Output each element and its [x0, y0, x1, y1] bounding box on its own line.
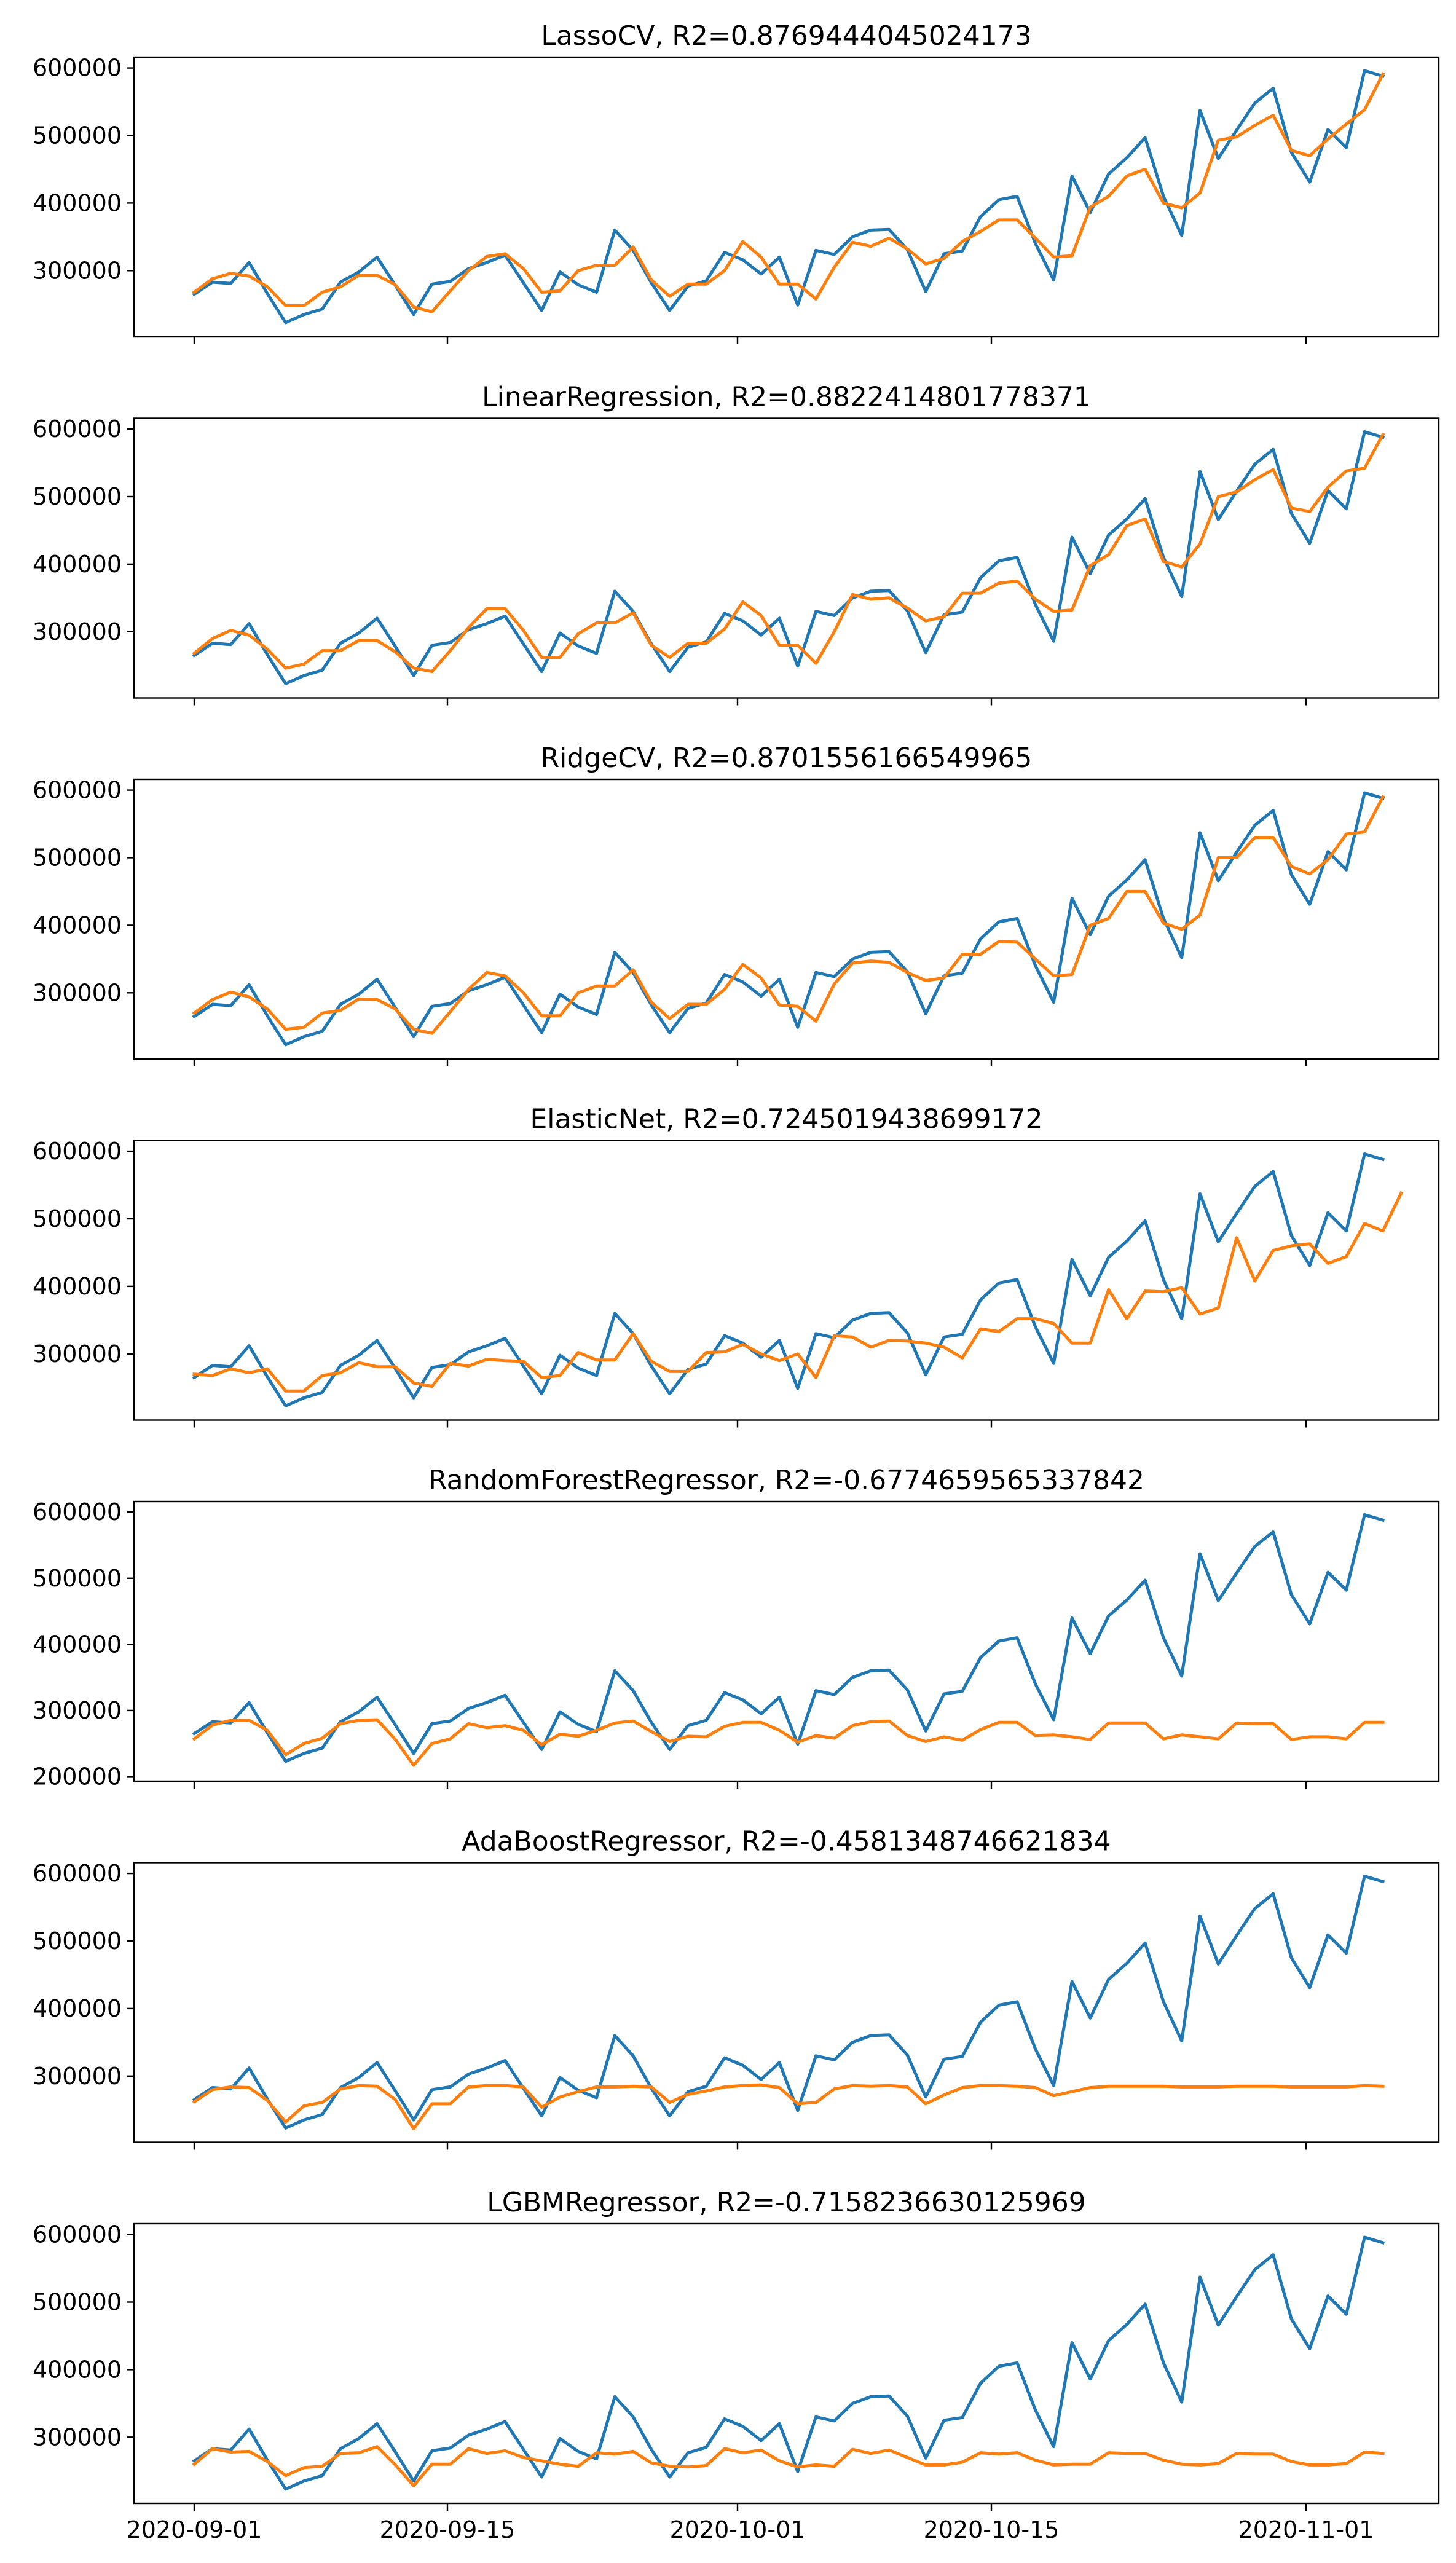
- x-tick-label: 2020-10-15: [924, 2516, 1060, 2543]
- panel-title: ElasticNet, R2=0.7245019438699172: [530, 1104, 1042, 1135]
- x-tick-label: 2020-09-01: [127, 2516, 262, 2543]
- y-tick-label: 500000: [33, 1927, 122, 1955]
- y-tick-label: 600000: [33, 1138, 122, 1165]
- panel-title: LassoCV, R2=0.8769444045024173: [541, 20, 1031, 52]
- y-tick-label: 500000: [33, 1565, 122, 1592]
- actual-series-line: [192, 791, 1385, 1047]
- y-tick-label: 400000: [33, 189, 122, 216]
- panel-5: RandomForestRegressor, R2=-0.67746595653…: [33, 1465, 1440, 1790]
- y-tick-label: 400000: [33, 1995, 122, 2022]
- x-tick-label: 2020-10-01: [670, 2516, 806, 2543]
- y-tick-label: 200000: [33, 1763, 122, 1790]
- panel-6: AdaBoostRegressor, R2=-0.458134874662183…: [33, 1826, 1440, 2150]
- axes-frame: [133, 417, 1440, 699]
- actual-series-line: [192, 1513, 1385, 1763]
- actual-series-line: [192, 69, 1385, 325]
- panel-title: RandomForestRegressor, R2=-0.67746595653…: [428, 1465, 1144, 1496]
- y-tick-label: 600000: [33, 1498, 122, 1526]
- y-tick-label: 600000: [33, 777, 122, 804]
- y-tick-label: 300000: [33, 2063, 122, 2090]
- y-tick-label: 500000: [33, 483, 122, 510]
- y-tick-label: 600000: [33, 55, 122, 82]
- y-tick-label: 500000: [33, 122, 122, 149]
- y-tick-label: 300000: [33, 618, 122, 645]
- axes-frame: [133, 778, 1440, 1060]
- y-tick-label: 600000: [33, 1860, 122, 1887]
- panel-4: ElasticNet, R2=0.7245019438699172 300000 4…: [33, 1104, 1440, 1428]
- panel-title: LGBMRegressor, R2=-0.7158236630125969: [487, 2187, 1086, 2218]
- predicted-series-line: [192, 1718, 1385, 1767]
- y-tick-label: 300000: [33, 1697, 122, 1724]
- x-tick-label: 2020-09-15: [380, 2516, 516, 2543]
- actual-series-line: [192, 430, 1385, 685]
- panel-2: LinearRegression, R2=0.8822414801778371 3…: [33, 382, 1440, 706]
- y-tick-label: 400000: [33, 911, 122, 939]
- axes-frame: [133, 1862, 1440, 2143]
- actual-series-line: [192, 2235, 1385, 2491]
- panel-3: RidgeCV, R2=0.8701556166549965 300000 4000…: [33, 742, 1440, 1066]
- y-tick-label: 500000: [33, 2288, 122, 2315]
- predicted-series-line: [192, 72, 1385, 313]
- axes-frame: [133, 1140, 1440, 1421]
- y-tick-label: 300000: [33, 1341, 122, 1368]
- actual-series-line: [192, 1152, 1385, 1407]
- y-tick-label: 500000: [33, 1205, 122, 1232]
- y-tick-label: 400000: [33, 1273, 122, 1300]
- y-tick-label: 600000: [33, 2221, 122, 2248]
- panel-1: LassoCV, R2=0.8769444045024173 300000 4000…: [33, 20, 1440, 344]
- y-tick-label: 300000: [33, 2423, 122, 2451]
- y-tick-label: 400000: [33, 1631, 122, 1658]
- x-tick-label: 2020-11-01: [1238, 2516, 1374, 2543]
- axes-frame: [133, 56, 1440, 338]
- y-tick-label: 300000: [33, 979, 122, 1006]
- predicted-series-line: [192, 795, 1385, 1035]
- panel-title: LinearRegression, R2=0.8822414801778371: [482, 382, 1091, 413]
- axes-frame: [133, 2222, 1440, 2505]
- panel-7: LGBMRegressor, R2=-0.7158236630125969 300…: [33, 2187, 1440, 2543]
- y-tick-label: 500000: [33, 844, 122, 871]
- predicted-series-line: [192, 2083, 1385, 2130]
- predicted-series-line: [192, 2445, 1385, 2487]
- actual-series-line: [192, 1875, 1385, 2130]
- y-tick-label: 300000: [33, 257, 122, 284]
- y-tick-label: 400000: [33, 2356, 122, 2383]
- axes-frame: [133, 1500, 1440, 1782]
- predicted-series-line: [192, 432, 1385, 674]
- predicted-series-line: [192, 1191, 1404, 1393]
- panel-title: RidgeCV, R2=0.8701556166549965: [541, 742, 1033, 774]
- y-tick-label: 400000: [33, 551, 122, 578]
- y-tick-label: 600000: [33, 415, 122, 443]
- panel-title: AdaBoostRegressor, R2=-0.458134874662183…: [462, 1826, 1111, 1857]
